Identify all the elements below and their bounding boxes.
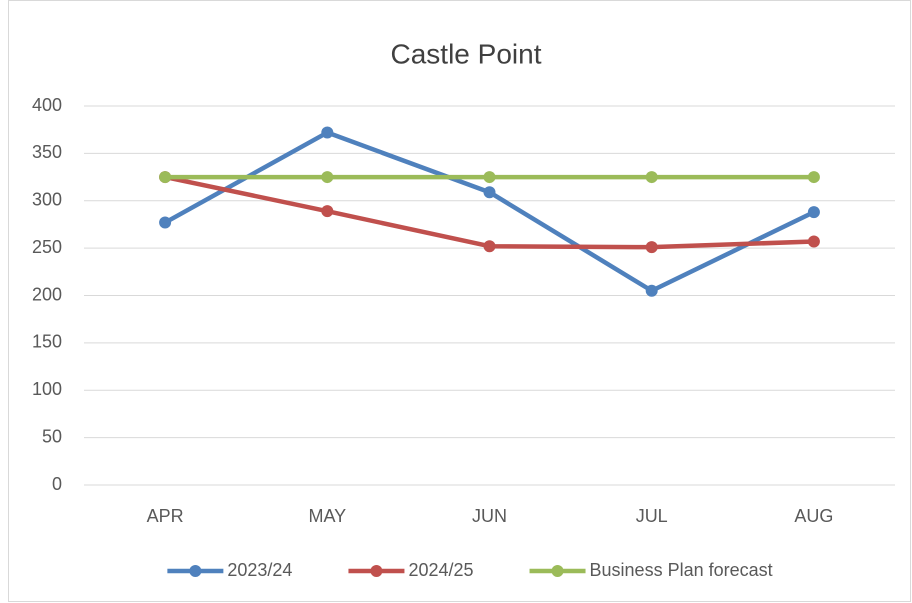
y-tick-label: 50	[42, 426, 62, 446]
data-point	[483, 240, 496, 253]
data-point	[159, 171, 172, 184]
data-point	[483, 171, 496, 184]
data-point	[483, 186, 496, 199]
data-point	[807, 206, 820, 219]
y-tick-label: 100	[32, 379, 62, 399]
x-tick-label: MAY	[308, 506, 346, 526]
y-tick-label: 350	[32, 142, 62, 162]
legend-item: 2024/25	[348, 560, 474, 580]
legend-marker	[551, 565, 564, 577]
x-tick-label: APR	[147, 506, 184, 526]
data-point	[807, 235, 820, 248]
legend-marker	[370, 565, 383, 577]
y-tick-label: 400	[32, 95, 62, 115]
y-tick-label: 200	[32, 284, 62, 304]
data-point	[321, 205, 334, 218]
legend-item: Business Plan forecast	[529, 560, 773, 580]
x-tick-label: AUG	[794, 506, 833, 526]
legend-item: 2023/24	[167, 560, 292, 580]
x-tick-label: JUL	[636, 506, 668, 526]
data-point	[159, 216, 172, 229]
legend-marker	[189, 565, 202, 577]
data-point	[645, 241, 658, 254]
data-point	[645, 284, 658, 297]
data-point	[807, 171, 820, 184]
y-tick-label: 300	[32, 190, 62, 210]
y-tick-label: 150	[32, 332, 62, 352]
chart-title: Castle Point	[391, 38, 542, 69]
y-tick-label: 0	[52, 474, 62, 494]
legend-label: Business Plan forecast	[590, 560, 773, 580]
data-point	[321, 126, 334, 139]
legend-label: 2024/25	[408, 560, 473, 580]
legend-label: 2023/24	[227, 560, 292, 580]
data-point	[321, 171, 334, 184]
chart-border	[8, 0, 911, 602]
y-tick-label: 250	[32, 237, 62, 257]
x-tick-label: JUN	[472, 506, 507, 526]
data-point	[645, 171, 658, 184]
